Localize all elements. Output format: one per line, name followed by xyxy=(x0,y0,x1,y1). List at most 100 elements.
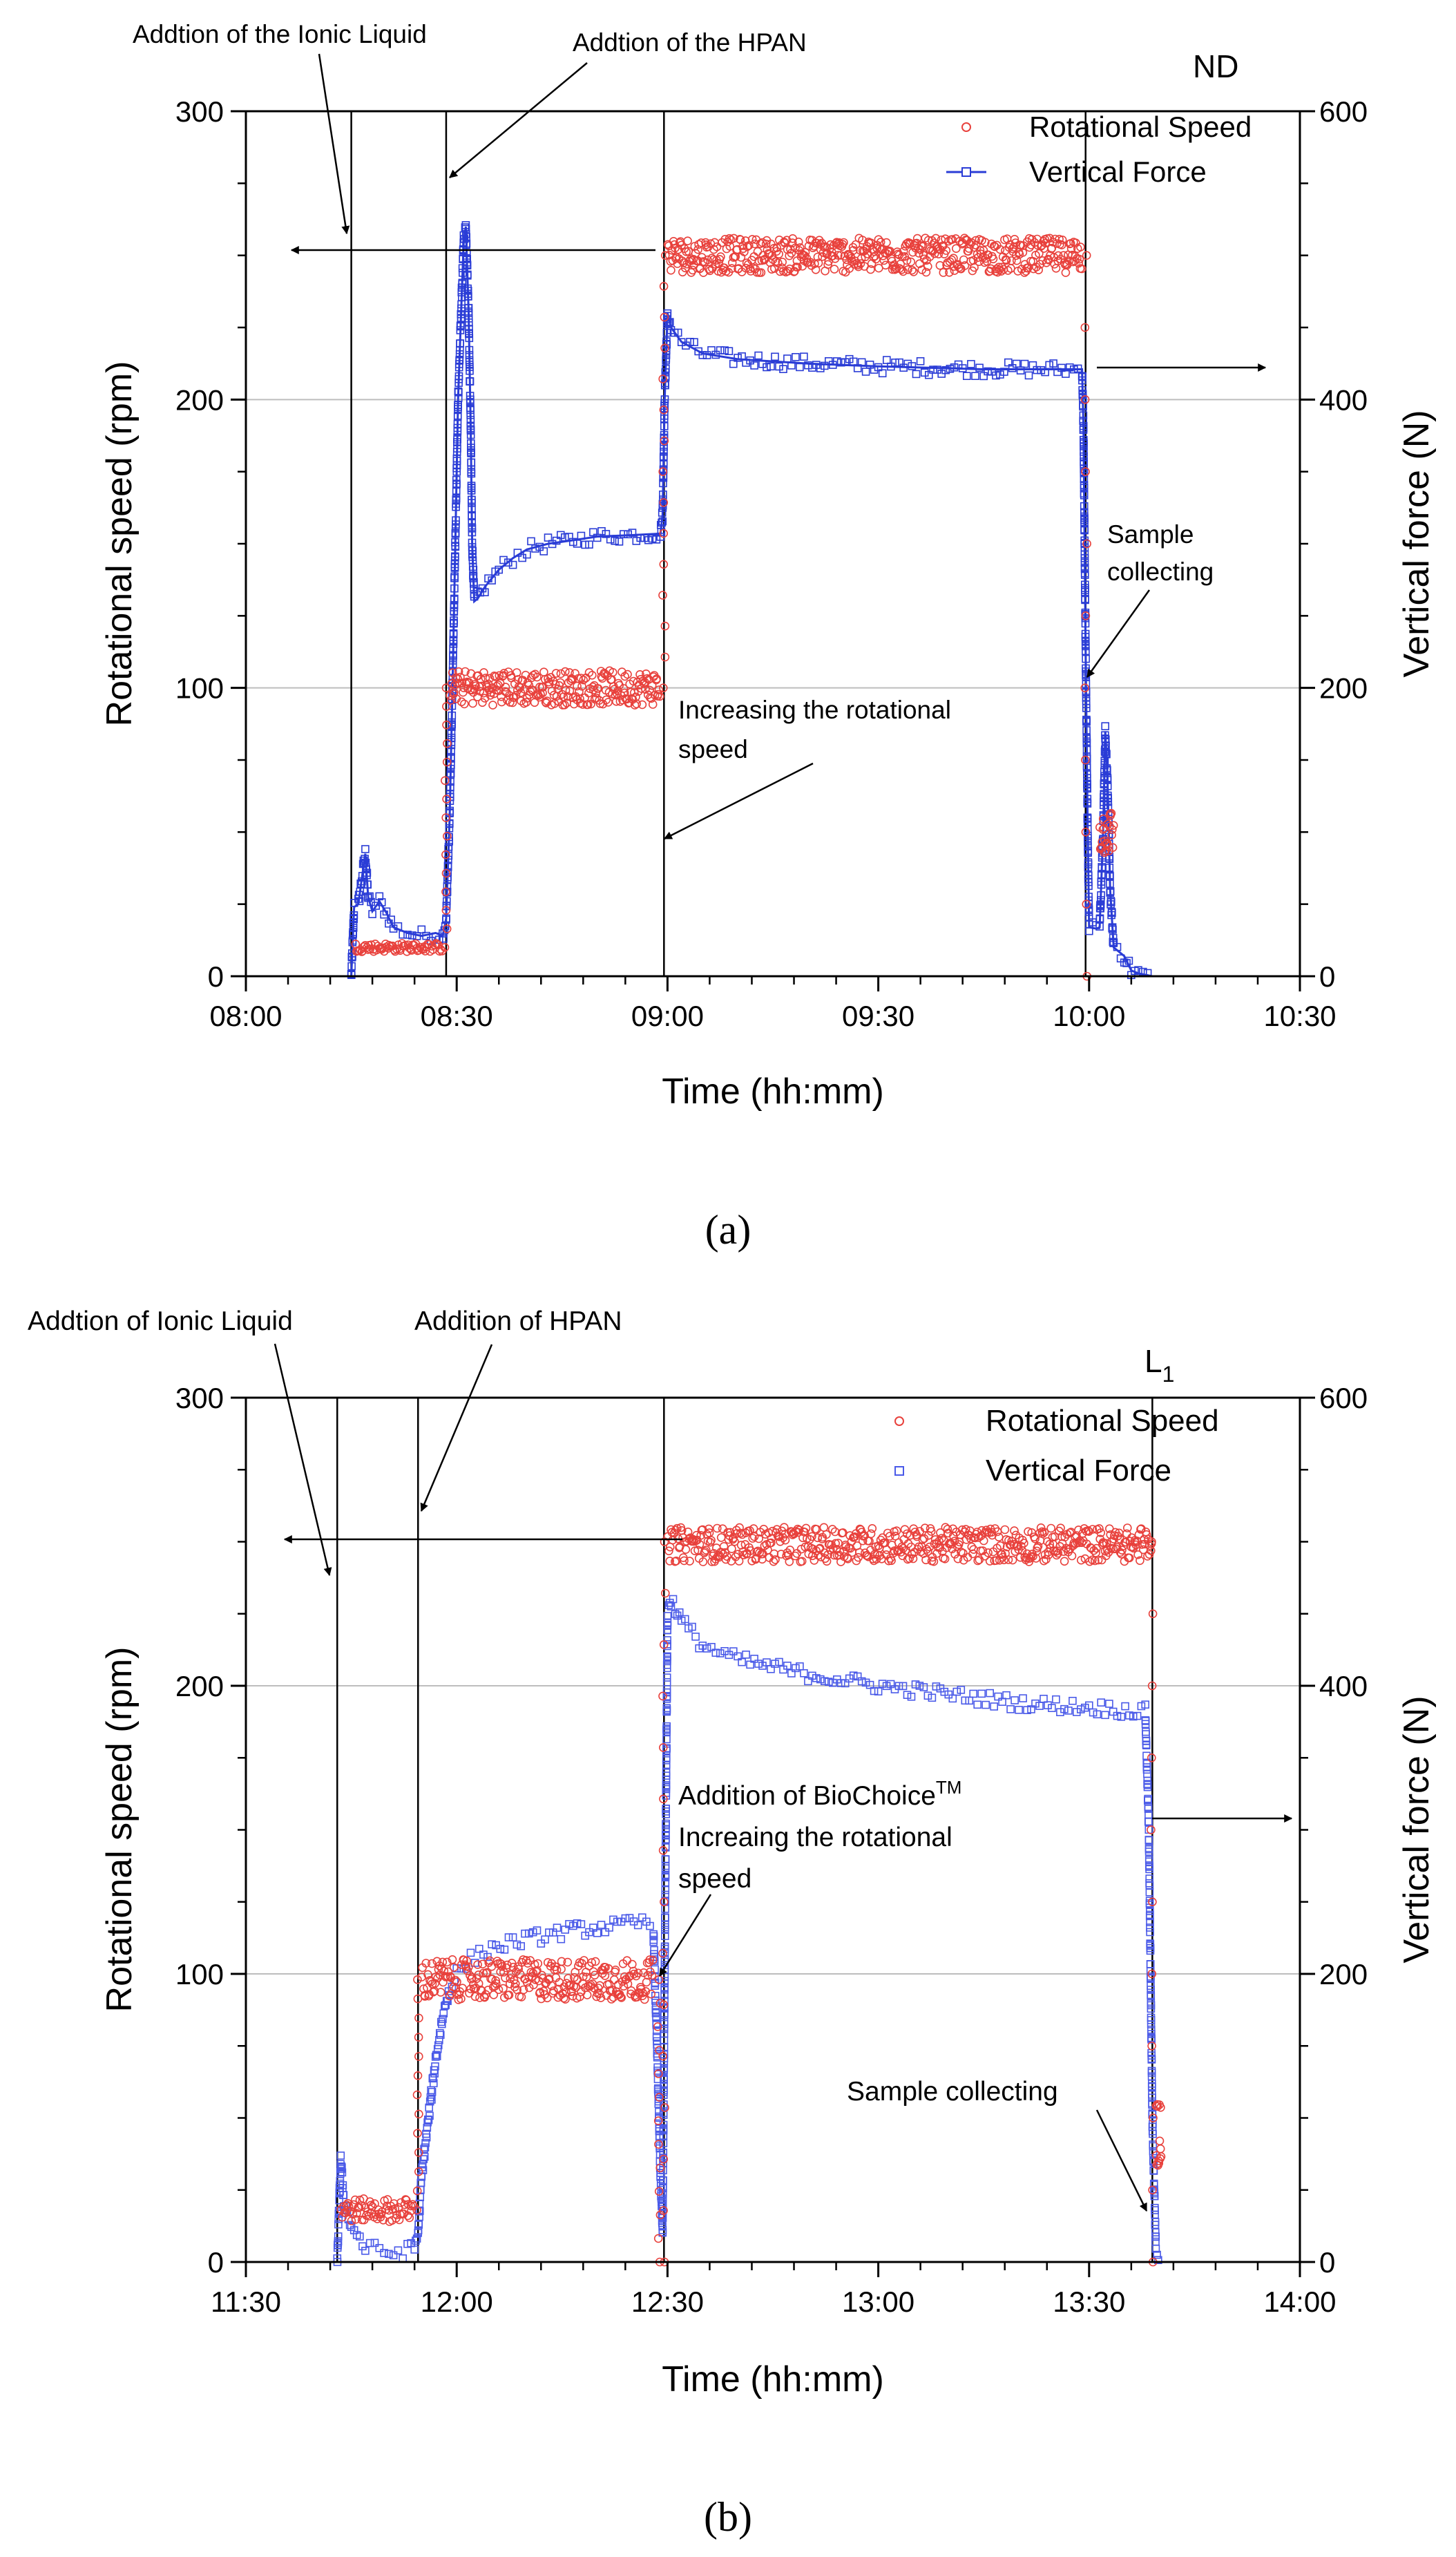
chart-a-force-point xyxy=(1082,680,1091,688)
chart-b-force-point xyxy=(662,1722,671,1731)
chart-b-speed-point xyxy=(940,1555,950,1563)
chart-a-force-point xyxy=(523,550,531,559)
chart-b-force-point xyxy=(662,1835,670,1843)
chart-b-speed-point xyxy=(421,1959,431,1968)
chart-b-force-point xyxy=(836,1679,845,1687)
chart-b-force-point xyxy=(800,1669,808,1677)
chart-a-force-point xyxy=(925,370,933,379)
chart-a-speed-point xyxy=(778,257,787,267)
chart-b-arrow-biochoice xyxy=(658,1894,712,1977)
chart-b-x-tick-label: 13:00 xyxy=(842,2285,914,2318)
chart-a-speed-point xyxy=(995,245,1005,254)
chart-b-force-point xyxy=(429,2079,438,2088)
chart-b-speed-point xyxy=(499,1984,508,1993)
chart-b-force-point xyxy=(662,1819,670,1828)
chart-a-speed-point xyxy=(440,943,450,952)
chart-b-speed-point xyxy=(414,2013,423,2023)
chart-a-force-point xyxy=(1033,365,1042,374)
chart-a-force-point xyxy=(556,531,565,540)
chart-a-force-point xyxy=(382,907,391,916)
chart-a-force-point xyxy=(442,897,451,906)
chart-b-force-point xyxy=(1146,1946,1155,1955)
chart-b-speed-point xyxy=(647,1970,657,1980)
chart-a-speed-point xyxy=(861,252,870,262)
chart-b-force-point xyxy=(657,2182,665,2190)
chart-a-force-point xyxy=(1098,864,1107,873)
chart-a-force-point xyxy=(1102,741,1110,750)
chart-a-speed-point xyxy=(705,266,715,276)
chart-b-speed-point xyxy=(680,1556,689,1566)
chart-b-force-point xyxy=(821,1677,829,1686)
chart-a-force-point xyxy=(422,931,430,940)
chart-a-speed-point xyxy=(794,237,803,247)
chart-a-force-point xyxy=(895,358,903,367)
chart-a-force-point xyxy=(870,365,879,374)
chart-a-speed-point xyxy=(443,739,452,748)
chart-b-speed-point xyxy=(973,1556,982,1566)
chart-b-force-point xyxy=(533,1926,542,1935)
chart-a-force-point xyxy=(349,929,358,938)
chart-b-speed-point xyxy=(801,1523,811,1533)
chart-b-force-point xyxy=(661,1870,670,1879)
chart-a-force-point xyxy=(1082,642,1090,651)
chart-b-speed-point xyxy=(660,1537,669,1546)
chart-b-speed-point xyxy=(427,1959,437,1968)
chart-a-force-point xyxy=(657,527,666,536)
chart-b-force-point xyxy=(1141,1700,1149,1709)
chart-a-speed-point xyxy=(1104,842,1113,851)
chart-b-speed-point xyxy=(734,1557,744,1566)
chart-a-force-point xyxy=(465,329,473,338)
chart-b-force-point xyxy=(652,2008,660,2017)
chart-a-force-point xyxy=(787,361,796,370)
chart-b-speed-point xyxy=(730,1537,739,1546)
chart-b-speed-point xyxy=(937,1534,946,1543)
chart-b-force-point xyxy=(742,1651,750,1659)
chart-b-speed-point xyxy=(719,1542,729,1551)
chart-b-x-tick-label: 12:00 xyxy=(421,2285,493,2318)
chart-a-speed-point xyxy=(683,236,692,246)
chart-a-speed-point xyxy=(899,247,908,256)
chart-a-speed-point xyxy=(703,255,712,265)
chart-a-force-point xyxy=(738,352,746,361)
chart-b-speed-point xyxy=(659,2206,668,2215)
chart-a-speed-point xyxy=(478,698,487,707)
chart-a-force-point xyxy=(1113,942,1122,951)
chart-b-speed-point xyxy=(479,1968,488,1978)
chart-b-annotation-biochoice-sup: TM xyxy=(936,1777,962,1798)
chart-b-arrow-sample xyxy=(1095,2109,1148,2212)
chart-a-speed-point xyxy=(720,234,730,244)
chart-a-speed-point xyxy=(990,242,999,251)
chart-a-speed-point xyxy=(456,672,465,682)
chart-b-force-point xyxy=(1142,1727,1150,1736)
chart-b-speed-point xyxy=(458,1984,467,1993)
chart-b-force-point xyxy=(1145,1901,1154,1910)
chart-a-force-point xyxy=(800,352,808,361)
chart-b-force-point xyxy=(1081,1703,1089,1712)
chart-b-legend-force-label: Vertical Force xyxy=(986,1454,1171,1487)
chart-b-speed-point xyxy=(692,1530,701,1540)
chart-b-speed-point xyxy=(716,1533,726,1542)
chart-b-force-point xyxy=(425,2111,434,2120)
chart-b-speed-point xyxy=(854,1552,863,1562)
chart-b-speed-point xyxy=(827,1525,837,1534)
chart-a-force-point xyxy=(451,524,460,533)
chart-b-speed-point xyxy=(1123,1523,1132,1532)
chart-b-x-tick-label: 12:30 xyxy=(631,2285,704,2318)
chart-a-speed-point xyxy=(659,498,669,507)
chart-b-speed-point xyxy=(892,1526,901,1535)
chart-a-speed-point xyxy=(436,944,446,954)
chart-b-speed-point xyxy=(582,1973,591,1981)
chart-b-xlabel: Time (hh:mm) xyxy=(662,2359,884,2399)
chart-b-force-point xyxy=(429,2073,437,2082)
chart-a-force-point xyxy=(447,747,455,756)
chart-a-speed-point xyxy=(1076,243,1085,251)
chart-a-force-point xyxy=(466,410,475,419)
chart-a-force-point xyxy=(971,372,979,381)
chart-b-speed-point xyxy=(508,1962,518,1972)
chart-b-force-point xyxy=(661,1855,670,1863)
chart-b-speed-point xyxy=(839,1528,847,1537)
chart-b-force-point xyxy=(1146,1918,1154,1926)
chart-a-force-point xyxy=(836,358,845,367)
chart-a-force-point xyxy=(1084,882,1093,891)
chart-a-force-point xyxy=(463,270,472,279)
